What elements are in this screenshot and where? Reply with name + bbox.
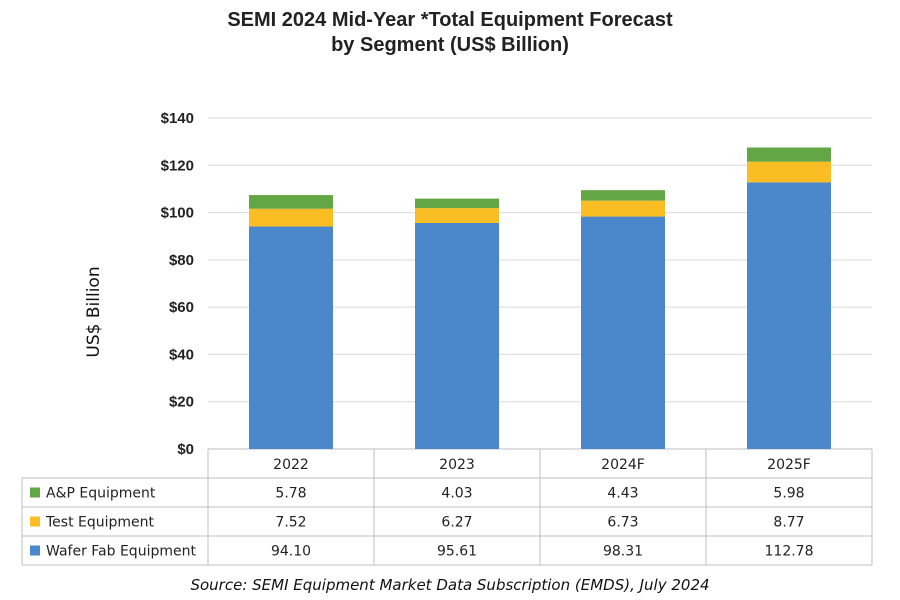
bar-segment-test-equipment-2022: [249, 208, 333, 227]
chart-title: SEMI 2024 Mid-Year *Total Equipment Fore…: [0, 8, 900, 58]
bar-segment-a-p-equipment-2024f: [581, 190, 665, 201]
y-tick-label: $80: [169, 252, 194, 269]
y-tick-label: $0: [177, 441, 194, 458]
bars: [249, 147, 831, 450]
y-tick-label: $100: [161, 205, 194, 222]
bar-segment-wafer-fab-equipment-2025f: [747, 182, 831, 450]
data-label: 5.78: [275, 486, 306, 502]
y-tick-label: $120: [161, 157, 194, 174]
source-note: Source: SEMI Equipment Market Data Subsc…: [190, 576, 710, 594]
legend-entry: A&P Equipment: [46, 486, 156, 502]
x-category-label: 2024F: [601, 457, 645, 473]
data-label: 112.78: [765, 544, 814, 560]
legend-swatch: [30, 487, 40, 498]
data-label: 95.61: [437, 544, 477, 560]
bar-segment-wafer-fab-equipment-2022: [249, 226, 333, 449]
y-tick-label: $40: [169, 346, 194, 363]
bar-segment-wafer-fab-equipment-2024f: [581, 216, 665, 449]
bar-segment-test-equipment-2024f: [581, 200, 665, 217]
y-tick-label: $140: [161, 110, 194, 127]
data-label: 8.77: [773, 515, 804, 531]
data-label: 98.31: [603, 544, 643, 560]
bar-segment-a-p-equipment-2023: [415, 198, 499, 209]
legend-swatch: [30, 516, 40, 527]
bar-segment-wafer-fab-equipment-2023: [415, 222, 499, 449]
bar-segment-a-p-equipment-2025f: [747, 147, 831, 162]
data-label: 7.52: [275, 515, 306, 531]
x-category-label: 2023: [439, 457, 475, 473]
data-label: 94.10: [271, 544, 311, 560]
bar-segment-test-equipment-2023: [415, 208, 499, 223]
legend-entry: Wafer Fab Equipment: [46, 544, 196, 560]
data-label: 5.98: [773, 486, 804, 502]
x-category-label: 2025F: [767, 457, 811, 473]
chart-title-line-2: by Segment (US$ Billion): [331, 34, 569, 56]
chart-title-line-1: SEMI 2024 Mid-Year *Total Equipment Fore…: [227, 9, 673, 31]
y-axis-ticks: $0 $20 $40 $60 $80 $100 $120 $140: [161, 110, 194, 458]
legend-swatch: [30, 545, 40, 556]
x-category-label: 2022: [273, 457, 309, 473]
data-label: 6.73: [607, 515, 638, 531]
legend-entry: Test Equipment: [45, 515, 155, 531]
data-label: 6.27: [441, 515, 472, 531]
data-label: 4.03: [441, 486, 472, 502]
y-tick-label: $60: [169, 299, 194, 316]
y-tick-label: $20: [169, 394, 194, 411]
bar-segment-a-p-equipment-2022: [249, 195, 333, 209]
data-label: 4.43: [607, 486, 638, 502]
data-table: 2022 2023 2024F 2025F A&P Equipment 5.78 4.03 4…: [21, 449, 873, 566]
bar-segment-test-equipment-2025f: [747, 161, 831, 183]
